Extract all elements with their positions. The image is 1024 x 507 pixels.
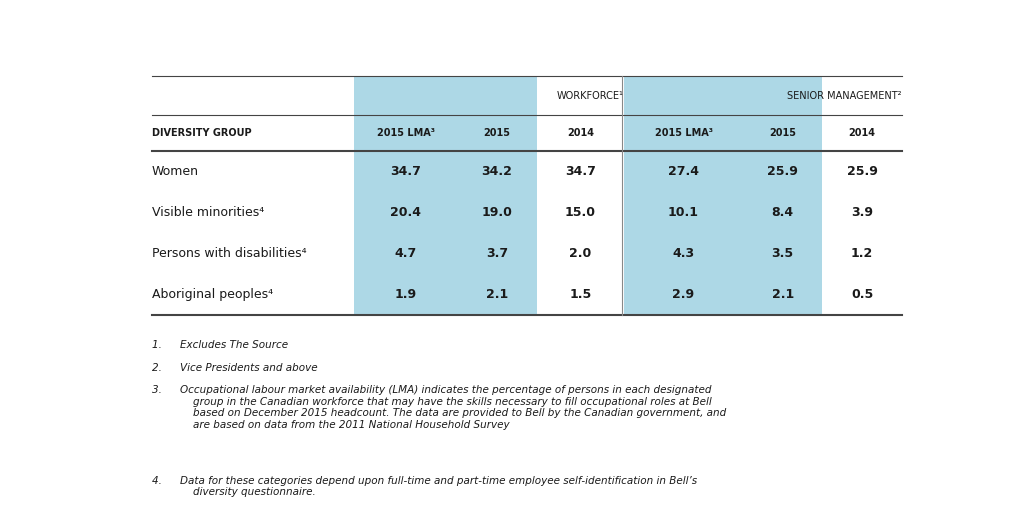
Text: Aboriginal peoples⁴: Aboriginal peoples⁴: [152, 287, 273, 301]
Text: 0.5: 0.5: [851, 287, 873, 301]
Text: Occupational labour market availability (LMA) indicates the percentage of person: Occupational labour market availability …: [179, 385, 726, 430]
Text: Visible minorities⁴: Visible minorities⁴: [152, 206, 264, 219]
Text: 2015: 2015: [769, 128, 797, 138]
Bar: [743, 151, 822, 192]
Text: 1.9: 1.9: [394, 287, 417, 301]
Bar: [354, 233, 458, 274]
Text: 27.4: 27.4: [668, 165, 699, 177]
Bar: [624, 274, 743, 314]
Bar: [354, 77, 458, 116]
Text: 2.9: 2.9: [673, 287, 694, 301]
Bar: [354, 116, 458, 151]
Text: 4.7: 4.7: [394, 246, 417, 260]
Bar: [458, 77, 537, 116]
Text: 19.0: 19.0: [481, 206, 512, 219]
Bar: [624, 151, 743, 192]
Text: 3.: 3.: [152, 385, 168, 395]
Text: 2015: 2015: [483, 128, 511, 138]
Bar: [458, 116, 537, 151]
Text: 4.: 4.: [152, 476, 168, 486]
Text: 2.1: 2.1: [486, 287, 508, 301]
Text: 2014: 2014: [849, 128, 876, 138]
Text: 2015 LMA³: 2015 LMA³: [654, 128, 713, 138]
Text: Data for these categories depend upon full-time and part-time employee self-iden: Data for these categories depend upon fu…: [179, 476, 696, 497]
Text: 3.7: 3.7: [486, 246, 508, 260]
Bar: [743, 192, 822, 233]
Bar: [458, 274, 537, 314]
Text: 2014: 2014: [567, 128, 594, 138]
Bar: [458, 192, 537, 233]
Bar: [354, 192, 458, 233]
Bar: [624, 192, 743, 233]
Text: 3.5: 3.5: [772, 246, 794, 260]
Bar: [743, 77, 822, 116]
Text: DIVERSITY GROUP: DIVERSITY GROUP: [152, 128, 252, 138]
Bar: [458, 151, 537, 192]
Text: 2.0: 2.0: [569, 246, 592, 260]
Text: 1.5: 1.5: [569, 287, 592, 301]
Text: Women: Women: [152, 165, 199, 177]
Text: 8.4: 8.4: [772, 206, 794, 219]
Text: SENIOR MANAGEMENT²: SENIOR MANAGEMENT²: [787, 91, 902, 101]
Text: 3.9: 3.9: [851, 206, 873, 219]
Text: 2015 LMA³: 2015 LMA³: [377, 128, 435, 138]
Text: 2.: 2.: [152, 363, 168, 373]
Text: 1.: 1.: [152, 340, 168, 350]
Text: 34.7: 34.7: [390, 165, 421, 177]
Bar: [743, 233, 822, 274]
Bar: [624, 116, 743, 151]
Text: 34.2: 34.2: [481, 165, 512, 177]
Bar: [743, 274, 822, 314]
Text: Persons with disabilities⁴: Persons with disabilities⁴: [152, 246, 306, 260]
Bar: [624, 77, 743, 116]
Text: 15.0: 15.0: [565, 206, 596, 219]
Bar: [743, 116, 822, 151]
Text: Excludes The Source: Excludes The Source: [179, 340, 288, 350]
Text: 34.7: 34.7: [565, 165, 596, 177]
Text: 2.1: 2.1: [772, 287, 794, 301]
Bar: [354, 274, 458, 314]
Text: WORKFORCE¹: WORKFORCE¹: [557, 91, 624, 101]
Text: 20.4: 20.4: [390, 206, 421, 219]
Text: Vice Presidents and above: Vice Presidents and above: [179, 363, 317, 373]
Bar: [354, 151, 458, 192]
Text: 4.3: 4.3: [673, 246, 694, 260]
Text: 10.1: 10.1: [668, 206, 699, 219]
Text: 25.9: 25.9: [767, 165, 798, 177]
Bar: [458, 233, 537, 274]
Bar: [624, 233, 743, 274]
Text: 25.9: 25.9: [847, 165, 878, 177]
Text: 1.2: 1.2: [851, 246, 873, 260]
